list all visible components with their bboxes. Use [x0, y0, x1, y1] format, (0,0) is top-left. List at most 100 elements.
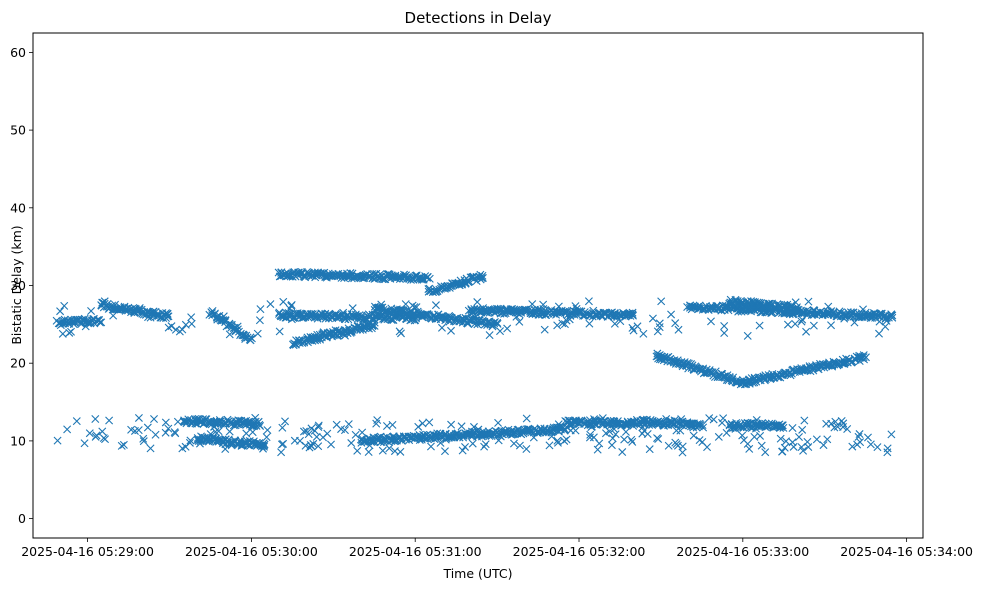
data-point — [367, 437, 376, 446]
data-point — [773, 302, 782, 311]
data-point — [839, 419, 848, 428]
data-point — [873, 443, 882, 452]
data-point — [554, 420, 563, 429]
data-point — [628, 323, 637, 332]
data-point — [477, 318, 486, 327]
data-point — [653, 434, 662, 443]
data-point — [478, 273, 487, 282]
data-point — [253, 329, 262, 338]
data-point — [789, 442, 798, 451]
data-point — [344, 420, 353, 429]
data-point — [135, 303, 144, 312]
data-point — [645, 445, 654, 454]
data-point — [610, 425, 619, 434]
data-point — [327, 440, 335, 449]
data-point — [414, 422, 423, 431]
data-point — [616, 317, 625, 326]
data-point — [164, 323, 173, 332]
data-point — [219, 312, 228, 321]
data-point — [678, 448, 687, 457]
data-point — [98, 427, 107, 436]
data-point — [171, 429, 180, 438]
data-point — [186, 436, 195, 445]
data-point — [53, 436, 62, 445]
data-point — [788, 423, 797, 432]
data-point — [85, 429, 94, 438]
data-point — [425, 418, 434, 427]
data-point — [707, 304, 716, 313]
x-tick-label: 2025-04-16 05:34:00 — [840, 544, 973, 559]
data-point — [553, 436, 562, 445]
data-point — [461, 442, 470, 451]
data-point — [782, 437, 790, 446]
data-point — [458, 446, 467, 455]
data-point — [788, 438, 797, 447]
data-point — [302, 427, 311, 436]
data-point — [279, 439, 288, 448]
data-point — [527, 306, 536, 315]
data-point — [738, 431, 747, 440]
y-tick-label: 60 — [10, 45, 26, 60]
data-point — [839, 423, 848, 431]
data-point — [418, 419, 427, 428]
data-point — [376, 432, 385, 441]
data-point — [130, 307, 139, 316]
data-point — [628, 308, 637, 317]
data-point — [388, 420, 397, 429]
data-point — [618, 448, 627, 457]
data-point — [368, 322, 377, 331]
data-point — [746, 419, 755, 428]
data-point — [60, 315, 69, 324]
data-point — [447, 420, 456, 429]
data-point — [608, 434, 617, 443]
data-point — [871, 311, 880, 320]
data-point — [171, 325, 180, 334]
data-point — [331, 326, 340, 335]
data-point — [560, 436, 569, 445]
data-point — [87, 307, 96, 315]
data-point — [629, 311, 637, 320]
data-point — [843, 425, 852, 434]
data-point — [707, 317, 715, 326]
data-points — [52, 268, 897, 457]
data-point — [611, 430, 620, 439]
data-point — [275, 327, 284, 336]
data-point — [458, 318, 467, 327]
data-point — [709, 415, 718, 424]
data-point — [221, 445, 230, 454]
data-point — [314, 442, 323, 451]
data-point — [722, 428, 731, 437]
data-point — [474, 425, 483, 434]
data-point — [643, 430, 652, 439]
data-point — [146, 313, 155, 322]
data-point — [161, 418, 170, 427]
data-point — [837, 416, 846, 425]
data-point — [63, 425, 72, 434]
data-point — [252, 421, 261, 430]
data-point — [534, 305, 543, 314]
data-point — [477, 274, 486, 283]
data-point — [620, 435, 629, 444]
data-point — [441, 435, 450, 444]
data-point — [875, 329, 884, 338]
data-point — [827, 321, 836, 330]
data-point — [215, 436, 224, 445]
data-point — [655, 319, 664, 328]
data-point — [187, 313, 196, 322]
data-point — [208, 306, 217, 315]
data-point — [83, 318, 92, 327]
data-point — [888, 313, 897, 322]
data-point — [105, 416, 114, 425]
data-point — [341, 331, 350, 340]
chart-title: Detections in Delay — [405, 9, 552, 27]
data-point — [881, 322, 890, 331]
data-point — [627, 435, 636, 444]
data-point — [733, 302, 742, 311]
data-point — [799, 446, 808, 455]
data-point — [365, 441, 374, 450]
data-point — [463, 319, 472, 328]
data-point — [830, 423, 839, 432]
data-point — [617, 421, 626, 430]
data-point — [554, 302, 563, 311]
data-point — [747, 374, 756, 383]
